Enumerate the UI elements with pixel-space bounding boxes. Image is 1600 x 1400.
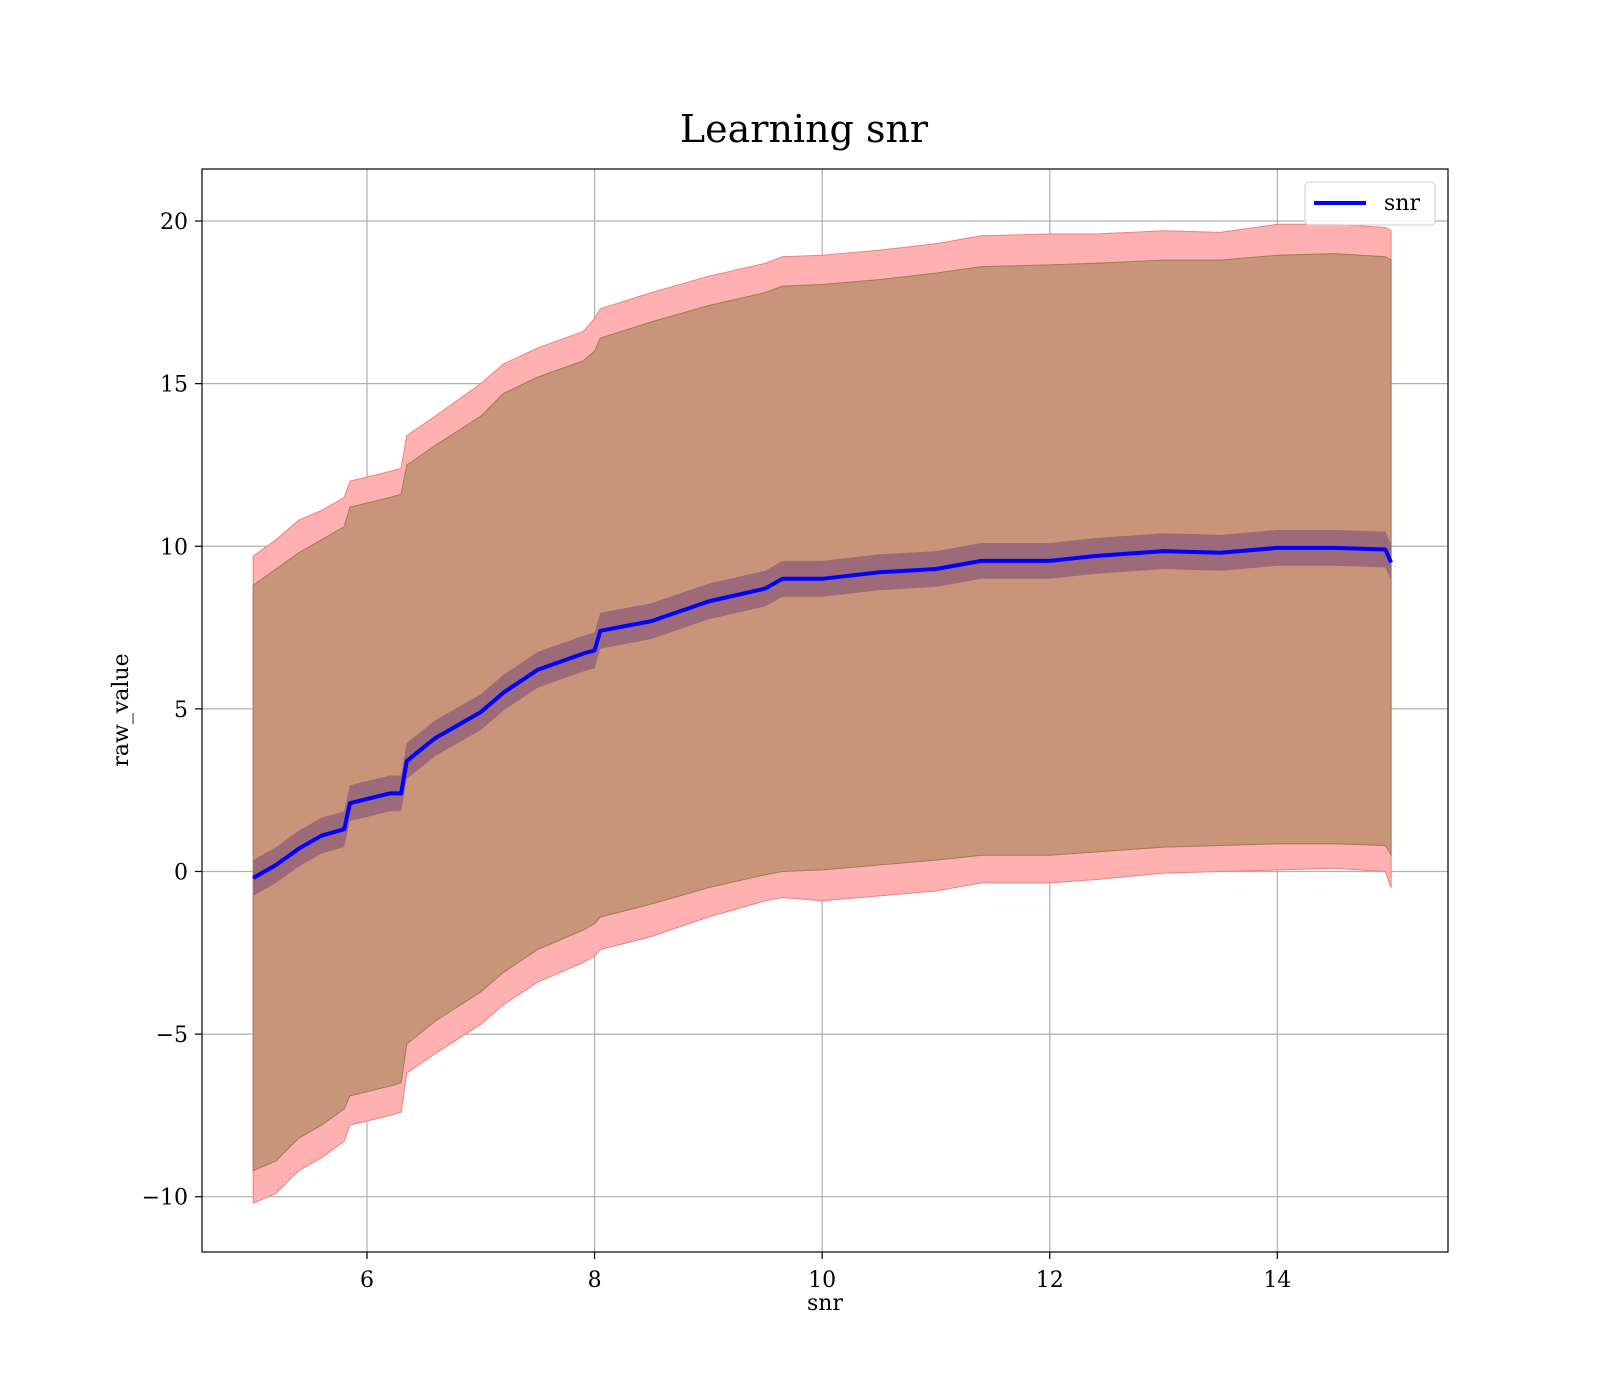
legend-label: snr	[1384, 191, 1420, 216]
x-tick-label: 12	[1036, 1268, 1064, 1293]
chart-title: Learning snr	[680, 107, 929, 151]
y-tick-label: 0	[174, 860, 188, 885]
legend: snr	[1304, 181, 1436, 226]
x-tick-label: 6	[360, 1268, 374, 1293]
plot-frame	[201, 168, 1449, 1253]
y-tick-label: 10	[160, 535, 188, 560]
series-line-snr	[252, 545, 1393, 880]
x-tick-label: 8	[588, 1268, 602, 1293]
legend-box	[1304, 181, 1436, 226]
x-tick-label: 10	[808, 1268, 836, 1293]
y-tick-label: 20	[160, 210, 188, 235]
series-lines	[252, 545, 1393, 880]
inner-band	[252, 253, 1392, 1172]
y-tick-label: 5	[174, 698, 188, 723]
x-axis-label: snr	[807, 1291, 843, 1316]
y-tick-label: −10	[142, 1186, 188, 1211]
y-axis-label: raw_value	[109, 653, 134, 766]
x-tick-label: 14	[1263, 1268, 1291, 1293]
y-tick-label: −5	[156, 1023, 188, 1048]
ticks: 6 8 10 12 14 −10 −5 0 5 10 15 20	[142, 210, 1292, 1293]
y-tick-label: 15	[160, 373, 188, 398]
